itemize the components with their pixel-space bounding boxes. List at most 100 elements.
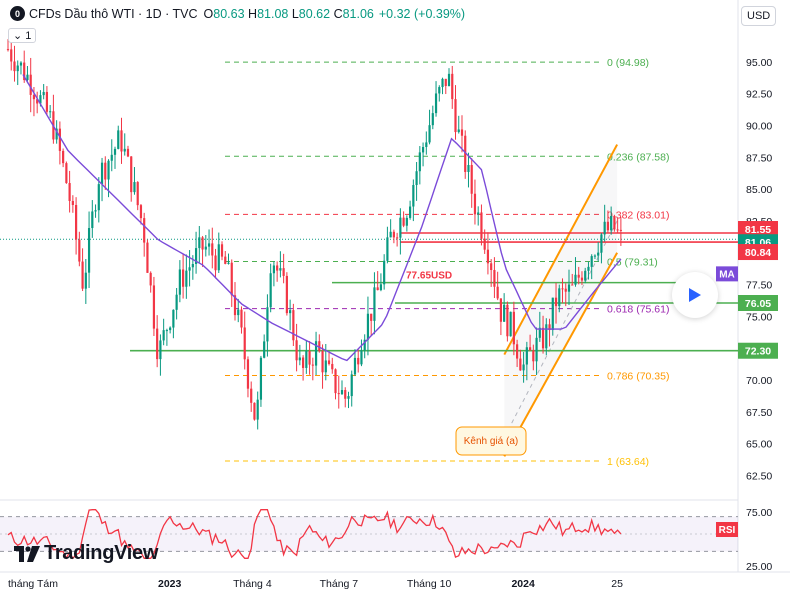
candle-body [113, 148, 117, 155]
candle-body [49, 111, 52, 113]
candle-body [460, 129, 464, 136]
candle-body [425, 142, 428, 147]
candle-body [451, 73, 454, 100]
indicator-toggle-button[interactable]: ⌄ 1 [8, 28, 37, 43]
candle-body [13, 61, 16, 72]
candle-body [405, 217, 408, 226]
candle-body [571, 284, 574, 286]
candle-body [619, 229, 622, 231]
candle-body [577, 274, 580, 278]
candle-body [528, 347, 532, 351]
currency-button[interactable]: USD [741, 6, 777, 26]
candle-body [104, 162, 107, 180]
symbol-title[interactable]: CFDs Dầu thô WTI · 1D · TVC [29, 6, 198, 21]
candle-body [496, 286, 499, 299]
candle-body [535, 337, 538, 362]
candle-body [204, 246, 207, 250]
candle-body [418, 152, 421, 172]
price-tag-72-30: 72.30 [745, 346, 771, 358]
candle-body [169, 327, 172, 331]
candle-body [331, 363, 334, 370]
price-tag-81-55: 81.55 [745, 224, 771, 236]
candle-body [610, 215, 613, 231]
candle-body [39, 95, 42, 104]
low-value: 80.62 [298, 6, 331, 21]
candle-body [344, 390, 347, 399]
candle-body [441, 78, 444, 88]
candle-body [16, 65, 19, 72]
candle-body [525, 347, 528, 365]
candle-body [110, 154, 113, 161]
candle-body [519, 358, 522, 371]
candle-body [590, 256, 593, 267]
price-tag-81-55-bg [738, 221, 778, 237]
price-tag-76-05: 76.05 [745, 298, 771, 310]
candle-body [285, 275, 288, 314]
level-inline-label: 77.65USD [406, 271, 452, 282]
replay-button[interactable] [672, 272, 718, 318]
candle-body [100, 162, 104, 185]
candle-body [298, 357, 301, 361]
candles-group [6, 39, 622, 430]
price-tick-label: 95.00 [746, 57, 772, 69]
price-tick-label: 77.50 [746, 280, 772, 292]
candle-body [396, 237, 399, 239]
time-tick-label: 25 [611, 578, 623, 590]
candle-body [567, 284, 571, 292]
candle-body [532, 350, 535, 362]
candle-body [58, 128, 61, 151]
candle-body [324, 360, 327, 373]
tradingview-logo-icon [14, 545, 40, 562]
time-tick-label: 2024 [511, 578, 535, 590]
candle-body [123, 148, 126, 152]
candle-body [409, 206, 412, 218]
candle-body [194, 248, 198, 265]
candle-body [412, 185, 415, 207]
moving-average-line [22, 74, 622, 362]
candle-body [143, 218, 146, 243]
price-tick-label: 62.50 [746, 470, 772, 482]
candle-body [541, 327, 545, 349]
price-tick-label: 85.00 [746, 184, 772, 196]
candle-body [360, 350, 363, 365]
time-tick-label: 2023 [158, 578, 182, 590]
candle-body [340, 390, 344, 395]
rsi-axis-label: 75.00 [746, 507, 772, 519]
candle-body [182, 269, 185, 287]
candle-body [227, 262, 230, 264]
ma-tag-bg [716, 266, 738, 282]
candle-body [130, 156, 133, 193]
candle-body [379, 284, 383, 291]
candle-body [574, 274, 577, 285]
channel-upper-line [503, 144, 619, 356]
candle-body [94, 210, 97, 212]
open-key: O [203, 6, 214, 21]
candle-body [512, 311, 515, 345]
candle-body [146, 242, 149, 273]
candle-body [366, 313, 370, 340]
high-value: 81.08 [257, 6, 289, 21]
price-tick-label: 87.50 [746, 152, 772, 164]
candle-body [29, 74, 32, 95]
candle-body [217, 244, 220, 271]
rsi-line [7, 509, 622, 560]
candle-body [580, 277, 584, 281]
candle-body [470, 165, 473, 194]
candle-body [214, 255, 217, 271]
candle-body [548, 324, 551, 331]
candle-body [376, 287, 379, 291]
candle-body [457, 129, 460, 133]
candle-body [133, 182, 136, 193]
candle-body [545, 324, 548, 349]
candle-body [473, 193, 477, 215]
price-tag-72-30-bg [738, 342, 778, 359]
candle-body [62, 150, 65, 164]
candle-body [370, 313, 373, 321]
candle-body [486, 249, 490, 264]
candle-body [81, 261, 84, 289]
candle-body [389, 231, 392, 238]
candle-body [347, 396, 350, 399]
candle-body [266, 307, 269, 342]
